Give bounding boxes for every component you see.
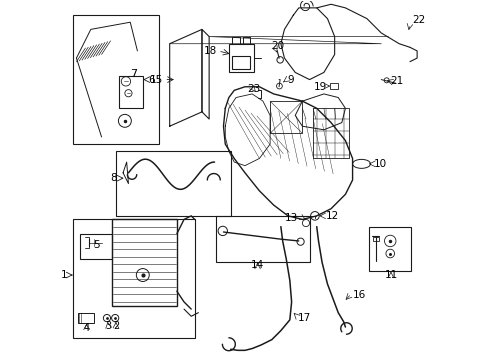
Text: 1: 1 bbox=[61, 270, 68, 280]
Text: 20: 20 bbox=[271, 41, 284, 51]
Bar bbox=[112, 220, 177, 306]
Text: 23: 23 bbox=[247, 84, 260, 94]
Bar bbox=[373, 237, 379, 241]
Text: 19: 19 bbox=[314, 82, 327, 92]
Text: 22: 22 bbox=[412, 15, 425, 26]
Bar bbox=[116, 151, 231, 216]
Text: 12: 12 bbox=[326, 211, 339, 221]
Text: 2: 2 bbox=[113, 321, 119, 331]
Text: 21: 21 bbox=[390, 76, 403, 86]
Text: 18: 18 bbox=[204, 46, 217, 56]
Text: 4: 4 bbox=[83, 323, 90, 333]
Text: 17: 17 bbox=[298, 313, 311, 323]
Bar bbox=[229, 44, 254, 72]
Bar bbox=[78, 314, 95, 323]
Text: 15: 15 bbox=[150, 75, 163, 85]
Text: 10: 10 bbox=[374, 159, 387, 169]
Bar bbox=[80, 234, 112, 259]
Bar bbox=[270, 101, 302, 134]
Bar bbox=[73, 15, 159, 144]
Bar bbox=[119, 76, 143, 108]
Text: 13: 13 bbox=[285, 213, 298, 222]
Text: 16: 16 bbox=[353, 290, 366, 300]
Text: 5: 5 bbox=[94, 240, 100, 250]
Text: 14: 14 bbox=[251, 260, 264, 270]
Bar bbox=[216, 216, 310, 262]
Text: 11: 11 bbox=[384, 270, 397, 280]
Text: 6: 6 bbox=[148, 75, 155, 85]
Bar bbox=[369, 226, 411, 271]
Bar bbox=[73, 220, 195, 338]
Bar bbox=[330, 83, 338, 89]
Text: 3: 3 bbox=[105, 321, 111, 331]
Bar bbox=[232, 56, 250, 69]
Bar bbox=[313, 108, 349, 158]
Text: 9: 9 bbox=[287, 75, 294, 85]
Text: 7: 7 bbox=[130, 69, 137, 79]
Text: 8: 8 bbox=[111, 173, 117, 183]
